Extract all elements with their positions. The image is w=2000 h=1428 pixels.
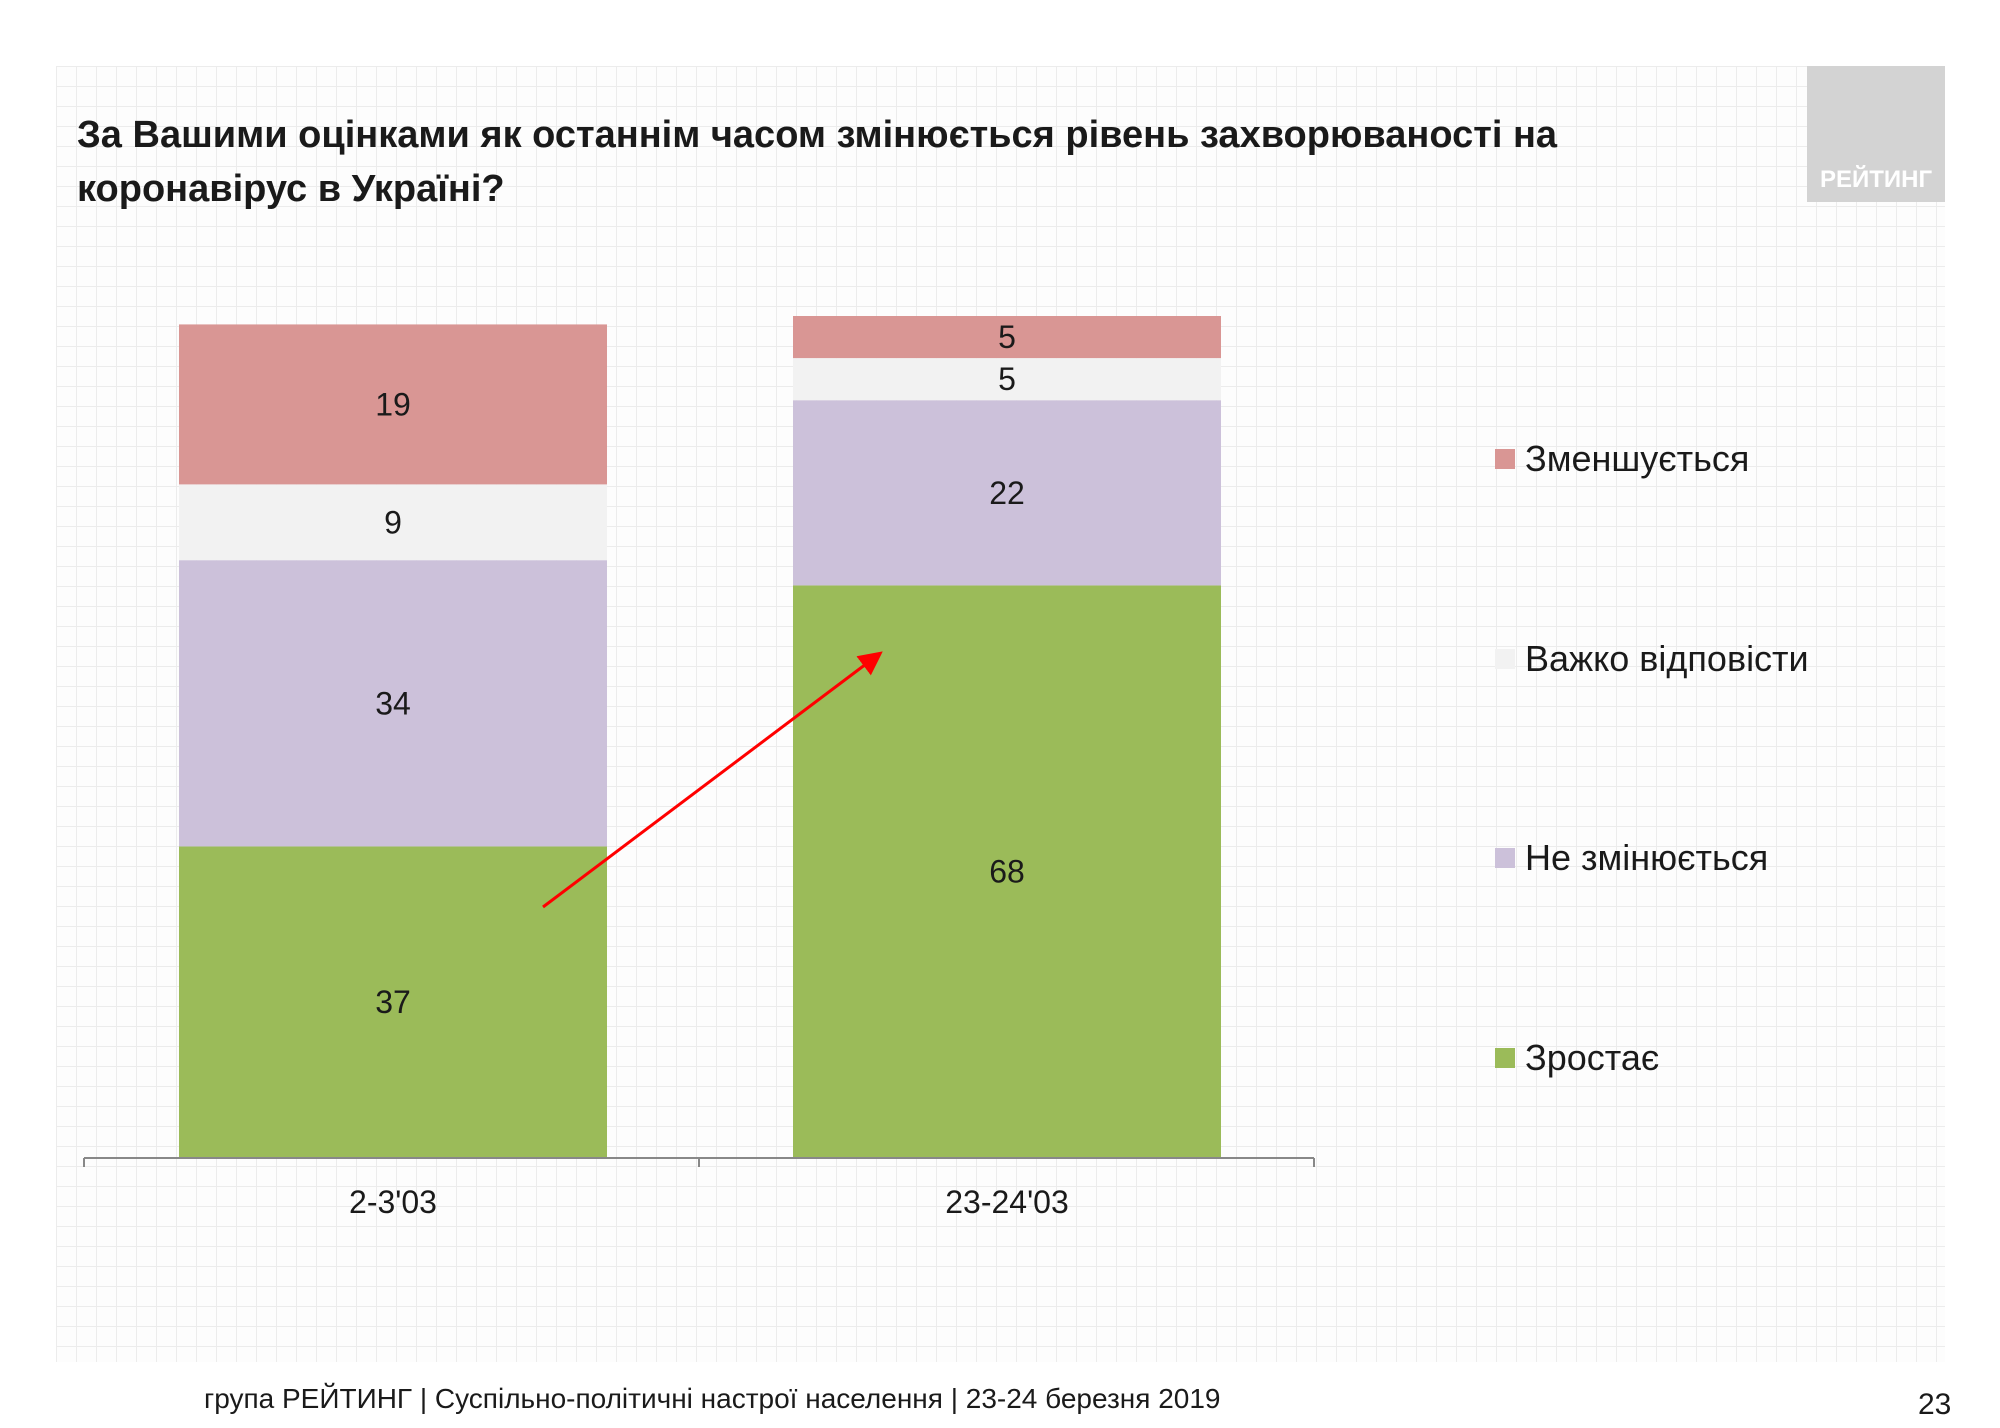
logo: РЕЙТИНГ <box>1807 66 1945 202</box>
legend-item: Не змінюється <box>1495 837 1768 879</box>
page-title: За Вашими оцінками як останнім часом змі… <box>77 114 1558 210</box>
bar-segment <box>793 316 1221 359</box>
legend-swatch <box>1495 848 1515 868</box>
legend-label: Зростає <box>1525 1037 1660 1078</box>
logo-text: РЕЙТИНГ <box>1819 166 1933 193</box>
data-label: 34 <box>375 685 411 721</box>
bar-segment <box>793 585 1221 1158</box>
bar-segment <box>179 560 607 847</box>
legend-item: Зменшується <box>1495 438 1749 480</box>
data-label: 5 <box>998 319 1016 355</box>
bar-segment <box>179 846 607 1158</box>
data-label: 5 <box>998 361 1016 397</box>
legend-swatch <box>1495 449 1515 469</box>
x-tick-label: 23-24'03 <box>945 1184 1069 1220</box>
legend-swatch <box>1495 649 1515 669</box>
page-number: 23 <box>1918 1388 1952 1421</box>
data-label: 37 <box>375 984 411 1020</box>
bar-segment <box>793 400 1221 586</box>
footer-text: група РЕЙТИНГ | Суспільно-політичні наст… <box>204 1383 1221 1414</box>
legend-label: Не змінюється <box>1525 837 1769 878</box>
x-tick-label: 2-3'03 <box>349 1184 437 1220</box>
bar-segment <box>793 358 1221 401</box>
legend-label: Зменшується <box>1525 438 1750 479</box>
data-label: 68 <box>989 854 1025 890</box>
bar-segment <box>179 324 607 485</box>
bar-segment <box>179 484 607 561</box>
legend-swatch <box>1495 1048 1515 1068</box>
legend-item: Важко відповісти <box>1495 638 1809 680</box>
trend-arrow <box>542 651 883 909</box>
data-label: 9 <box>384 504 402 540</box>
legend-label: Важко відповісти <box>1525 638 1809 679</box>
data-label: 22 <box>989 475 1025 511</box>
legend-item: Зростає <box>1495 1037 1659 1079</box>
data-label: 19 <box>375 386 411 422</box>
